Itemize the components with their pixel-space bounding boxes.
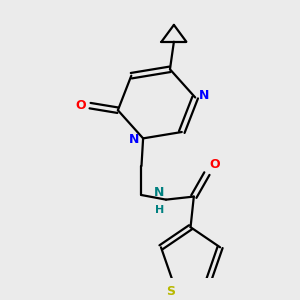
Text: N: N (129, 134, 139, 146)
Text: N: N (199, 89, 209, 102)
Text: O: O (209, 158, 220, 171)
Text: O: O (76, 99, 86, 112)
Text: N: N (154, 186, 164, 199)
Text: S: S (166, 285, 175, 298)
Text: H: H (155, 205, 164, 215)
